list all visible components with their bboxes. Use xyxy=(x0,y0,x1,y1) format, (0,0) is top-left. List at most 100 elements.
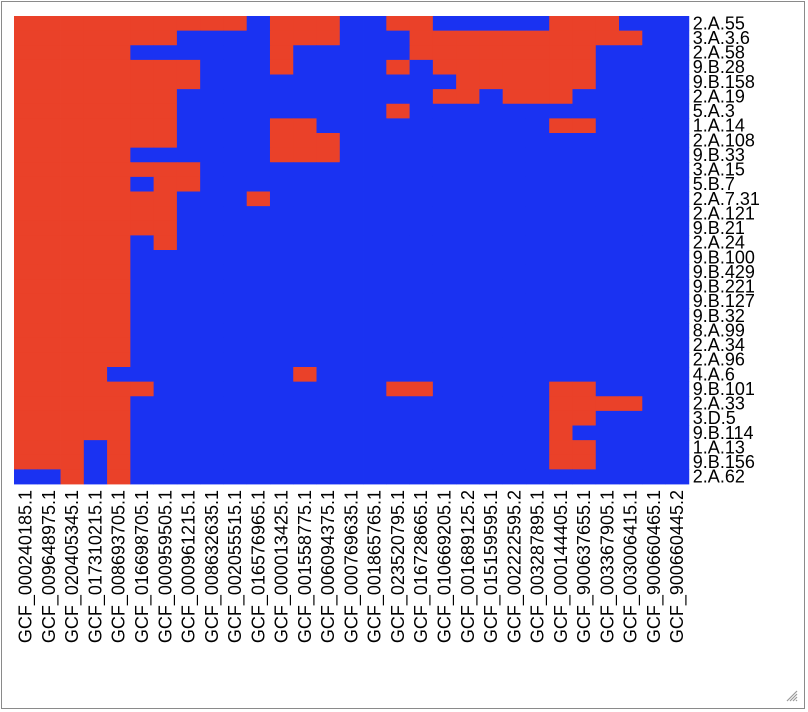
heatmap-cell xyxy=(432,74,457,90)
heatmap-cell xyxy=(572,410,597,426)
heatmap-cell xyxy=(107,206,131,222)
heatmap-cell xyxy=(339,381,364,397)
heatmap-cell xyxy=(130,308,155,324)
heatmap-cell xyxy=(107,440,131,456)
heatmap-cell xyxy=(502,396,527,412)
heatmap-cell xyxy=(456,206,480,222)
heatmap-cell xyxy=(153,147,178,163)
heatmap-cell xyxy=(525,440,550,456)
column-label: GCF_001689125.2 xyxy=(458,490,479,643)
heatmap-cell xyxy=(316,118,341,134)
heatmap-cell xyxy=(595,191,620,207)
heatmap-cell xyxy=(549,191,573,207)
heatmap-cell xyxy=(595,235,620,251)
heatmap-cell xyxy=(107,469,131,485)
heatmap-cell xyxy=(200,74,224,90)
heatmap-cell xyxy=(502,45,527,61)
heatmap-cell xyxy=(642,440,666,456)
heatmap-cell xyxy=(339,396,364,412)
heatmap-cell xyxy=(130,59,155,75)
heatmap-cell xyxy=(200,16,224,32)
heatmap-cell xyxy=(665,367,690,383)
heatmap-cell xyxy=(456,220,480,236)
heatmap-cell xyxy=(14,176,38,192)
resize-grip-icon[interactable] xyxy=(784,688,798,702)
heatmap-cell xyxy=(386,337,410,353)
heatmap-cell xyxy=(107,45,131,61)
heatmap-cell xyxy=(176,352,201,368)
heatmap-cell xyxy=(479,454,504,470)
heatmap-cell xyxy=(83,279,108,295)
heatmap-cell xyxy=(502,279,527,295)
heatmap-cell xyxy=(176,147,201,163)
heatmap-cell xyxy=(386,410,410,426)
heatmap-cell xyxy=(456,133,480,149)
heatmap-cell xyxy=(525,264,550,280)
heatmap-cell xyxy=(456,74,480,90)
heatmap-cell xyxy=(60,381,85,397)
heatmap-cell xyxy=(153,337,178,353)
heatmap-cell xyxy=(246,235,271,251)
heatmap-cell xyxy=(619,133,643,149)
heatmap-cell xyxy=(130,264,155,280)
heatmap-cell xyxy=(339,279,364,295)
heatmap-cell xyxy=(293,191,317,207)
heatmap-cell xyxy=(386,89,410,105)
heatmap-cell xyxy=(432,220,457,236)
heatmap-cell xyxy=(176,264,201,280)
heatmap-cell xyxy=(83,396,108,412)
heatmap-cell xyxy=(223,410,248,426)
row-label: 9.B.21 xyxy=(693,218,745,238)
heatmap-cell xyxy=(223,396,248,412)
heatmap-cell xyxy=(619,381,643,397)
heatmap-cell xyxy=(246,396,271,412)
heatmap-cell xyxy=(572,162,597,178)
heatmap-cell xyxy=(363,293,387,309)
row-label: 9.B.114 xyxy=(693,423,754,443)
heatmap-cell xyxy=(549,59,573,75)
heatmap-cell xyxy=(223,381,248,397)
heatmap-cell xyxy=(432,410,457,426)
heatmap-cell xyxy=(549,308,573,324)
heatmap-cell xyxy=(293,469,317,485)
heatmap-cell xyxy=(107,454,131,470)
heatmap-cell xyxy=(153,410,178,426)
heatmap-cell xyxy=(595,16,620,32)
heatmap-cell xyxy=(293,454,317,470)
heatmap-cell xyxy=(176,235,201,251)
heatmap-cell xyxy=(83,220,108,236)
heatmap-cell xyxy=(293,74,317,90)
heatmap-cell xyxy=(293,59,317,75)
heatmap-cell xyxy=(37,440,61,456)
heatmap-cell xyxy=(83,30,108,46)
heatmap-cell xyxy=(572,425,597,441)
column-label: GCF_015159595.1 xyxy=(481,490,502,643)
heatmap-cell xyxy=(316,367,341,383)
heatmap-cell xyxy=(502,250,527,266)
heatmap-cell xyxy=(176,191,201,207)
heatmap-cell xyxy=(409,59,434,75)
heatmap-cell xyxy=(246,250,271,266)
heatmap-cell xyxy=(83,381,108,397)
heatmap-cell xyxy=(246,74,271,90)
heatmap-cell xyxy=(502,454,527,470)
heatmap-cell xyxy=(525,293,550,309)
heatmap-cell xyxy=(246,308,271,324)
heatmap-cell xyxy=(153,308,178,324)
heatmap-cell xyxy=(246,440,271,456)
heatmap-cell xyxy=(339,147,364,163)
heatmap-cell xyxy=(246,264,271,280)
heatmap-cell xyxy=(60,103,85,119)
heatmap-cell xyxy=(502,103,527,119)
heatmap-cell xyxy=(665,176,690,192)
heatmap-cell xyxy=(60,30,85,46)
heatmap-cell xyxy=(549,176,573,192)
heatmap-cell xyxy=(269,45,294,61)
heatmap-cell xyxy=(176,425,201,441)
heatmap-cell xyxy=(339,469,364,485)
heatmap-cell xyxy=(176,293,201,309)
heatmap-cell xyxy=(409,308,434,324)
heatmap-cell xyxy=(153,293,178,309)
heatmap-cell xyxy=(223,176,248,192)
heatmap-cell xyxy=(316,396,341,412)
